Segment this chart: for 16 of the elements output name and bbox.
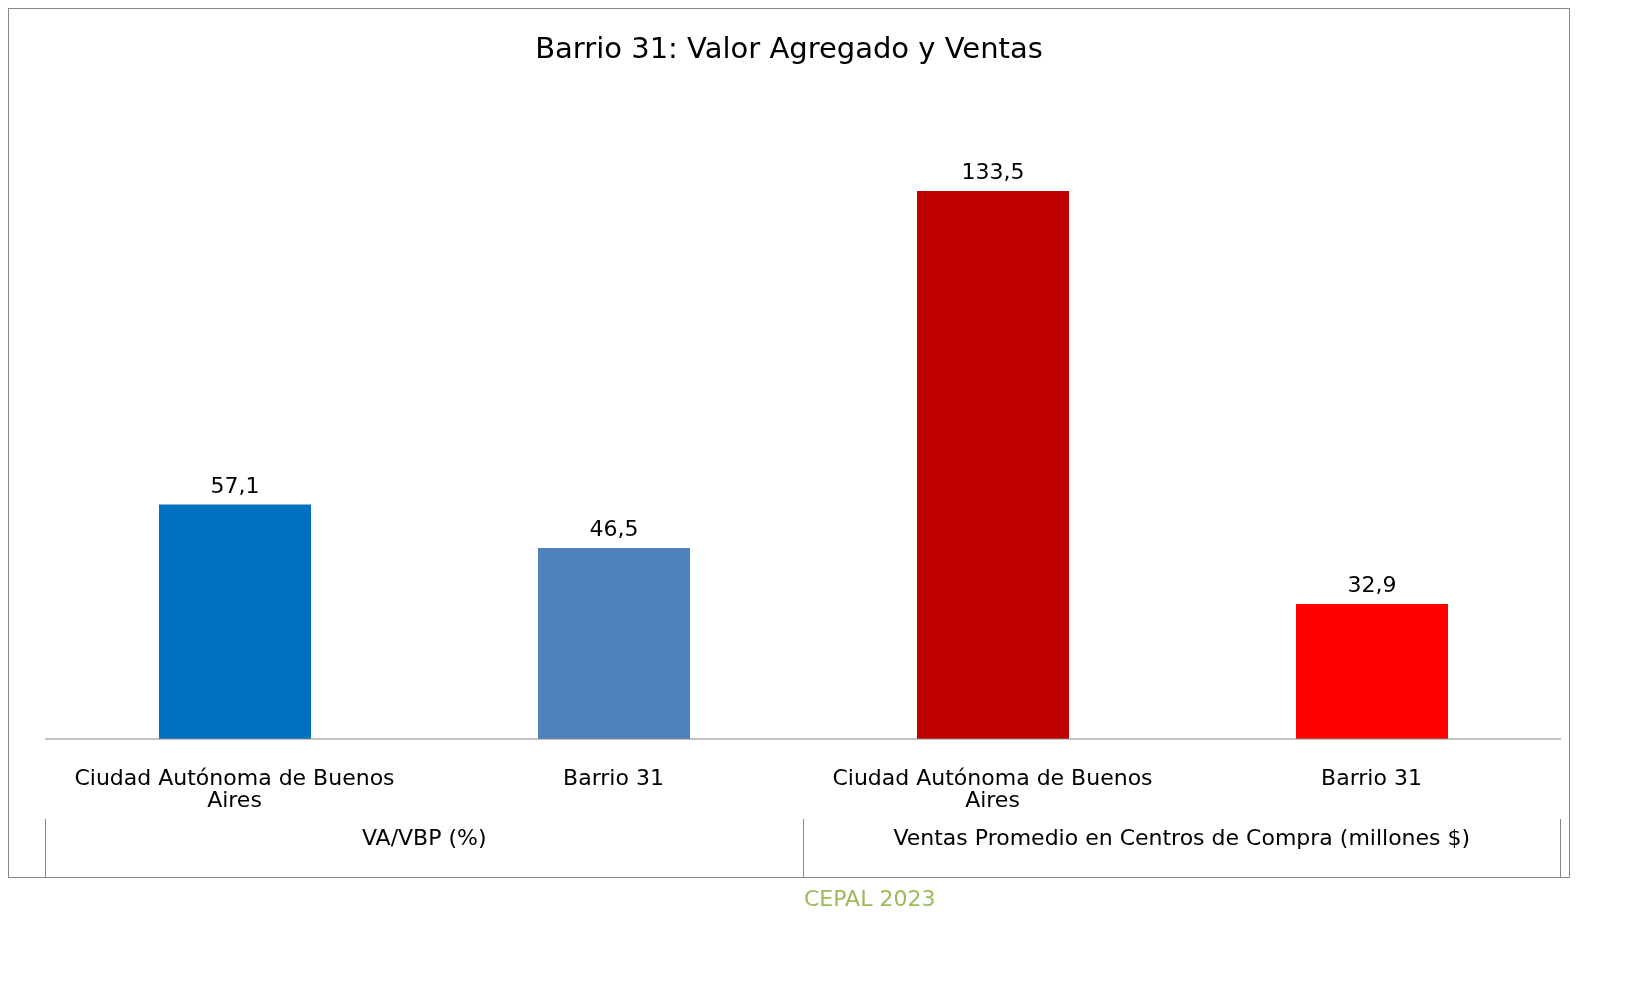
text: VA/VBP (%) bbox=[45, 819, 803, 877]
text: CEPAL 2023 bbox=[804, 886, 936, 911]
bar bbox=[1296, 603, 1448, 739]
x-tick-label: Ciudad Autónoma de Buenos Aires bbox=[74, 764, 395, 812]
x-tick-label: Barrio 31 bbox=[563, 764, 664, 790]
chart-title: Barrio 31: Valor Agregado y Ventas bbox=[534, 30, 1044, 67]
data-label: 57,1 bbox=[210, 472, 260, 498]
data-label: 133,5 bbox=[961, 159, 1025, 184]
bar bbox=[538, 548, 690, 739]
bar bbox=[159, 504, 311, 739]
x-tick-label: Ciudad Autónoma de Buenos Aires bbox=[832, 764, 1153, 812]
bar bbox=[917, 191, 1069, 739]
text: Ventas Promedio en Centros de Compra (millones $) bbox=[802, 819, 1561, 877]
data-label: 46,5 bbox=[589, 516, 639, 542]
data-label: 32,9 bbox=[1347, 571, 1397, 597]
x-tick-label: Barrio 31 bbox=[1321, 764, 1422, 790]
